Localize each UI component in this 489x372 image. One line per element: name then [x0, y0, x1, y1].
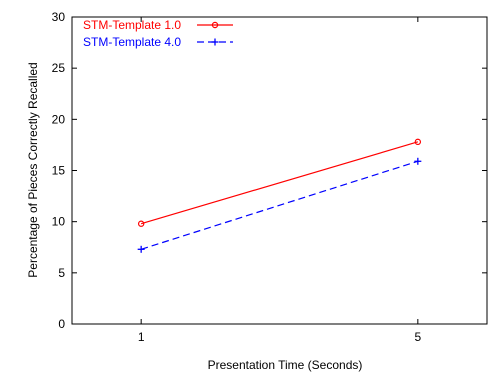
y-tick-label: 0 [58, 317, 65, 331]
series-line-1 [140, 141, 419, 225]
y-tick-label: 25 [52, 61, 66, 75]
y-tick-label: 10 [52, 215, 66, 229]
series-layer [137, 138, 422, 253]
x-tick-label: 1 [138, 330, 145, 344]
series-line-2 [140, 160, 419, 250]
data-point-series-2 [137, 245, 145, 253]
legend-label: STM-Template 4.0 [83, 35, 181, 49]
plot-frame [71, 16, 488, 325]
legend-marker [211, 38, 219, 46]
y-tick-label: 20 [52, 112, 66, 126]
legend-label: STM-Template 1.0 [83, 18, 181, 32]
data-point-series-2 [414, 157, 422, 165]
y-axis-label: Percentage of Pieces Correctly Recalled [26, 62, 40, 277]
data-point-series-1 [414, 138, 422, 146]
y-tick-label: 5 [58, 266, 65, 280]
y-tick-label: 15 [52, 164, 66, 178]
x-axis-label: Presentation Time (Seconds) [208, 358, 363, 372]
legend-marker [211, 21, 219, 29]
y-tick-label: 30 [52, 10, 66, 24]
x-tick-label: 5 [414, 330, 421, 344]
y-axis-ticks: 0 5 10 15 20 25 30 [52, 10, 487, 331]
legend: STM-Template 1.0 STM-Template 4.0 [83, 18, 233, 49]
data-point-series-1 [137, 220, 145, 227]
